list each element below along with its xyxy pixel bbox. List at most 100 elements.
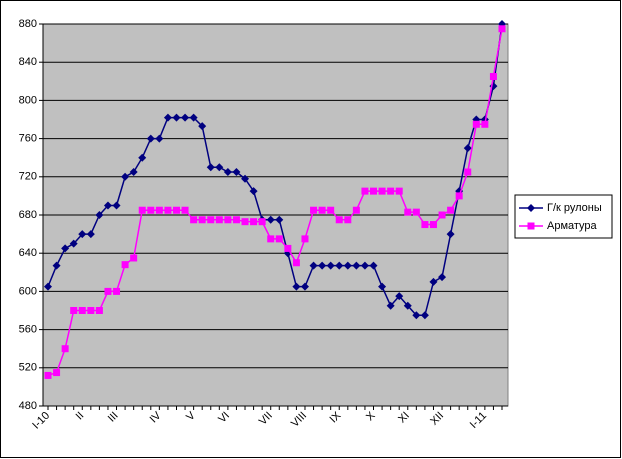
data-point <box>113 287 121 295</box>
data-point <box>44 282 52 291</box>
data-point <box>232 168 241 177</box>
data-point <box>87 307 95 314</box>
data-point <box>181 113 190 122</box>
data-point <box>266 215 275 224</box>
data-point <box>138 153 147 162</box>
data-point <box>446 230 455 239</box>
data-point <box>61 345 69 353</box>
data-point <box>404 208 412 216</box>
data-point <box>455 192 463 200</box>
y-tick-label: 680 <box>19 209 37 221</box>
data-point <box>112 201 121 210</box>
data-point <box>284 244 292 252</box>
data-point <box>335 261 344 270</box>
data-point <box>412 208 420 216</box>
legend: Г/к рулоны Арматура <box>514 194 613 239</box>
data-point <box>155 206 163 214</box>
data-point <box>250 218 258 226</box>
y-tick-label: 520 <box>19 362 37 374</box>
data-point <box>258 218 266 226</box>
data-point <box>438 273 447 282</box>
data-point <box>181 206 189 214</box>
data-point <box>481 120 489 128</box>
data-point <box>292 259 300 267</box>
data-point <box>207 216 215 224</box>
data-point <box>70 307 78 314</box>
data-point <box>78 307 86 314</box>
data-point <box>447 206 455 214</box>
data-point <box>352 261 361 270</box>
data-point <box>61 244 70 253</box>
data-point <box>249 187 258 196</box>
data-point <box>44 371 52 379</box>
data-point <box>163 113 172 122</box>
data-point <box>370 187 378 195</box>
y-tick-label: 880 <box>19 18 37 30</box>
data-point <box>232 216 240 224</box>
data-point <box>464 168 472 176</box>
data-point <box>95 307 103 314</box>
y-tick-label: 600 <box>19 285 37 297</box>
data-point <box>412 311 421 320</box>
data-point <box>395 292 404 301</box>
data-point <box>352 206 360 214</box>
data-point <box>403 301 412 310</box>
y-tick-label: 800 <box>19 94 37 106</box>
data-point <box>318 261 327 270</box>
data-point <box>223 168 232 177</box>
data-point <box>395 187 403 195</box>
legend-marker <box>527 204 535 212</box>
data-point <box>318 206 326 214</box>
data-point <box>69 239 78 248</box>
data-point <box>147 206 155 214</box>
data-point <box>421 221 429 229</box>
data-point <box>360 261 369 270</box>
data-point <box>86 230 95 239</box>
series-line <box>47 23 503 317</box>
data-point <box>309 261 318 270</box>
legend-marker <box>527 222 535 230</box>
data-point <box>369 261 378 270</box>
legend-label: Г/к рулоны <box>547 202 602 214</box>
data-point <box>387 187 395 195</box>
data-point <box>429 277 438 286</box>
y-tick-label: 640 <box>19 247 37 259</box>
data-point <box>420 311 429 320</box>
data-point <box>241 174 250 183</box>
data-point <box>361 187 369 195</box>
data-point <box>129 168 138 177</box>
data-point <box>301 235 309 243</box>
data-point <box>472 120 480 128</box>
data-point <box>130 254 138 262</box>
data-point <box>155 134 164 143</box>
data-point <box>215 163 224 172</box>
data-point <box>146 134 155 143</box>
y-tick-label: 760 <box>19 133 37 145</box>
data-point <box>172 206 180 214</box>
data-point <box>335 216 343 224</box>
data-point <box>172 113 181 122</box>
legend-box <box>514 194 613 239</box>
data-point <box>138 206 146 214</box>
y-tick-label: 560 <box>19 324 37 336</box>
data-point <box>53 369 61 377</box>
data-point <box>463 144 472 153</box>
data-point <box>326 261 335 270</box>
data-point <box>344 216 352 224</box>
y-tick-label: 720 <box>19 171 37 183</box>
data-point <box>190 216 198 224</box>
data-point <box>215 216 223 224</box>
legend-label: Арматура <box>547 220 598 232</box>
data-point <box>164 206 172 214</box>
y-tick-label: 480 <box>19 400 37 412</box>
data-point <box>378 282 387 291</box>
data-point <box>275 235 283 243</box>
data-point <box>378 187 386 195</box>
data-point <box>292 282 301 291</box>
data-point <box>52 261 61 270</box>
data-point <box>429 221 437 229</box>
data-point <box>386 301 395 310</box>
data-point <box>327 206 335 214</box>
